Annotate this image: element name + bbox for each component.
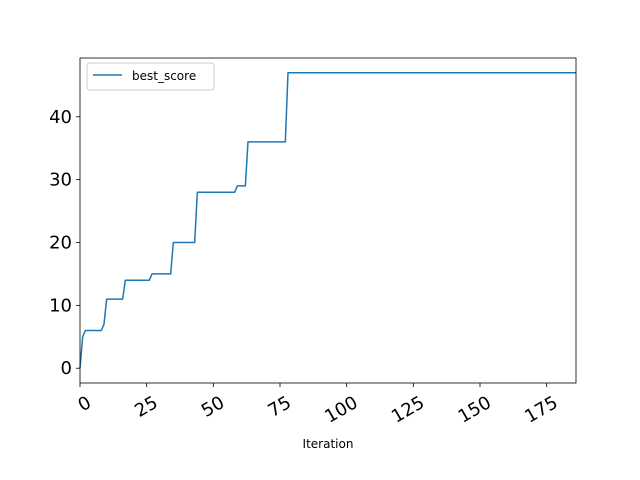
y-tick-label: 40 xyxy=(49,107,72,128)
y-axis: 0 10 20 30 40 xyxy=(49,107,80,379)
x-tick-label: 175 xyxy=(521,392,561,427)
x-tick-label: 125 xyxy=(388,392,428,427)
x-axis-label: Iteration xyxy=(303,437,354,451)
x-tick-label: 0 xyxy=(74,392,94,416)
x-tick-label: 150 xyxy=(455,392,495,427)
legend-box xyxy=(86,62,215,91)
y-tick-label: 10 xyxy=(49,295,72,316)
x-tick-label: 25 xyxy=(131,392,161,422)
series-line-best-score xyxy=(79,72,576,369)
legend-label-best-score: best_score xyxy=(132,69,196,83)
y-tick-label: 0 xyxy=(61,358,72,379)
x-tick-label: 100 xyxy=(321,392,361,427)
legend: best_score xyxy=(86,62,215,91)
axes-frame xyxy=(79,57,577,384)
plot-area xyxy=(79,72,576,369)
x-tick-label: 50 xyxy=(198,392,228,422)
x-tick-label: 75 xyxy=(265,392,295,422)
x-axis: 0 25 50 75 100 125 150 175 xyxy=(74,383,562,428)
y-tick-label: 30 xyxy=(49,170,72,191)
y-tick-label: 20 xyxy=(49,233,72,254)
